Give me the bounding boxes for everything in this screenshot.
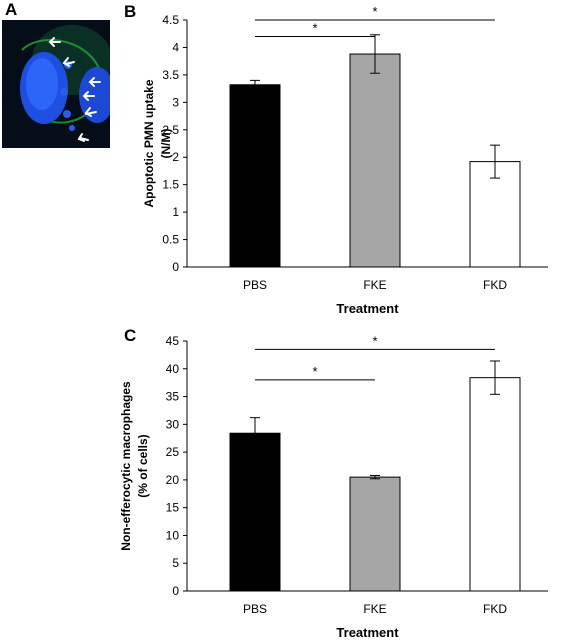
bar-pbs [229,432,281,592]
pmn-particle [63,110,71,118]
nucleus-left-core [26,58,58,110]
y-tick-label: 3.5 [162,68,179,82]
y-axis-label: Non-efferocytic macrophages [119,381,133,551]
x-tick-label: PBS [243,602,267,616]
arrow-group [48,37,101,142]
y-tick-label: 4.5 [162,13,179,27]
arrow-icon [84,107,97,117]
x-tick-label: PBS [243,278,267,292]
pmn-particle [69,125,75,131]
panel-label-b: B [124,2,137,21]
bar-fke [349,476,401,592]
y-tick-label: 15 [166,501,180,515]
arrow-icon [88,77,101,87]
y-axis-label-units: (N/M) [159,129,173,159]
chart-panel-b: 0 0.5 1 1.5 2 2.5 3 3.5 4 4.5 PBS FKE FKD * * Treatment… [142,4,548,316]
y-tick-label: 1 [172,205,179,219]
y-tick-label: 2.5 [162,123,179,137]
x-axis-label: Treatment [336,301,399,316]
y-tick-label: 0 [172,260,179,274]
significance-marker: * [372,333,377,348]
x-tick-label: FKD [483,602,507,616]
bar-fkd [469,161,521,268]
nucleus-right [79,67,110,123]
y-tick-label: 5 [172,556,179,570]
y-axis-label: Apoptotic PMN uptake [142,79,156,207]
bar-pbs [229,84,281,268]
y-tick-label: 0 [172,584,179,598]
y-tick-label: 2 [172,150,179,164]
arrow-icon [48,37,61,47]
y-tick-label: 45 [166,334,180,348]
y-tick-label: 4 [172,40,179,54]
arrow-icon [82,91,95,101]
significance-marker: * [312,20,317,35]
x-tick-label: FKE [363,602,386,616]
bar-fkd [469,377,521,592]
y-tick-label: 30 [166,417,180,431]
pmn-particle [60,88,68,96]
arrow-icon [77,133,89,142]
y-tick-label: 25 [166,445,180,459]
bar-fke [349,53,401,268]
y-tick-label: 35 [166,390,180,404]
panel-label-a: A [5,0,18,19]
y-tick-label: 3 [172,95,179,109]
micrograph-image [2,20,110,148]
significance-marker: * [312,364,317,379]
y-tick-label: 20 [166,473,180,487]
x-axis-label: Treatment [336,625,399,640]
significance-marker: * [372,4,377,19]
y-axis-label-units: (% of cells) [136,434,150,497]
y-tick-label: 1.5 [162,178,179,192]
panel-label-c: C [124,326,137,345]
y-tick-label: 10 [166,528,180,542]
chart-panel-c: 0 5 10 15 20 25 30 35 40 45 PBS FKE FKD * * Treatment No… [119,333,548,640]
y-tick-label: 0.5 [162,233,179,247]
y-tick-label: 40 [166,362,180,376]
x-tick-label: FKE [363,278,386,292]
fluorescence-micrograph [2,20,110,148]
x-tick-label: FKD [483,278,507,292]
arrow-icon [62,57,75,67]
